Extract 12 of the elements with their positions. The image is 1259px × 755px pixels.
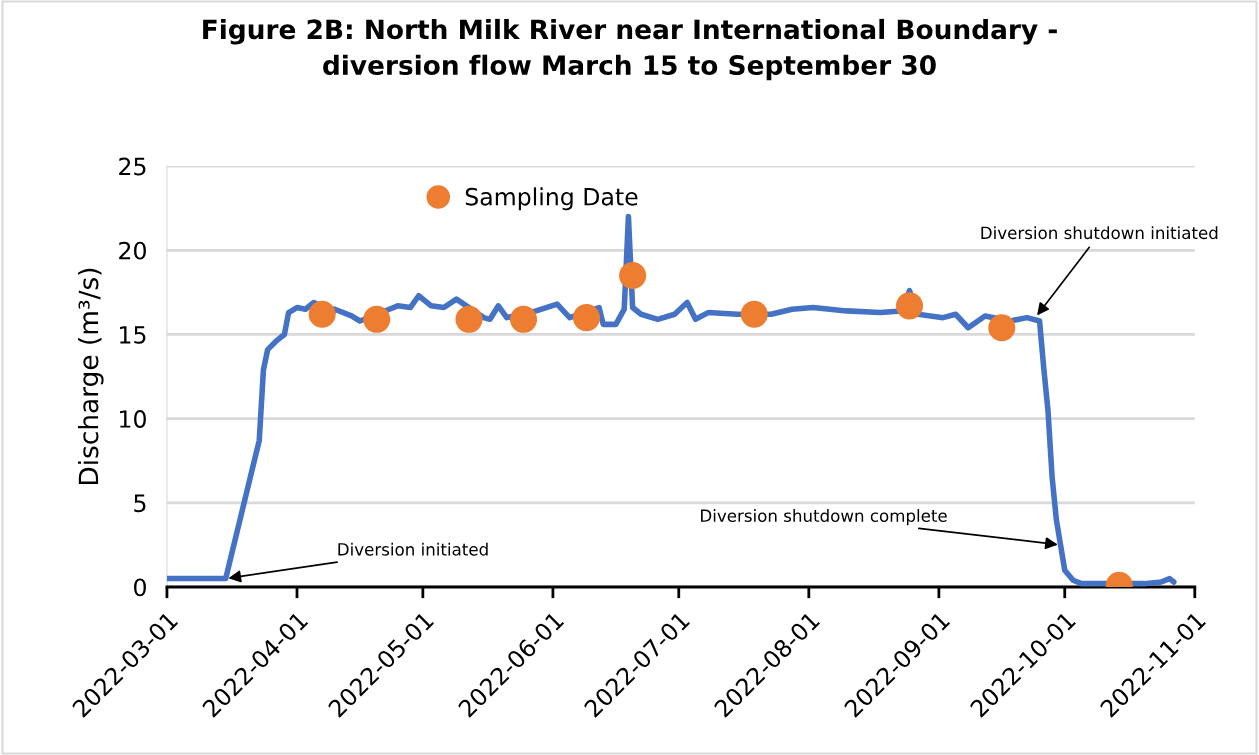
annotation: Diversion shutdown complete	[701, 509, 947, 526]
chart-title: Figure 2B: North Milk River near International Boundary - diversion flow March 15 to September 30	[203, 18, 1057, 81]
y-axis-title: Discharge (m³/s)	[78, 268, 104, 485]
y-tick-label: 25	[119, 157, 146, 176]
y-tick-label: 5	[134, 494, 146, 513]
y-tick-label: 0	[134, 578, 146, 597]
annotation: Diversion initiated	[338, 542, 488, 556]
annotation: Diversion shutdown initiated	[981, 226, 1218, 240]
y-tick-label: 10	[120, 410, 146, 428]
y-tick-label: 15	[120, 326, 146, 344]
y-tick-label: 20	[119, 241, 146, 260]
legend-label: Sampling Date	[465, 187, 638, 211]
